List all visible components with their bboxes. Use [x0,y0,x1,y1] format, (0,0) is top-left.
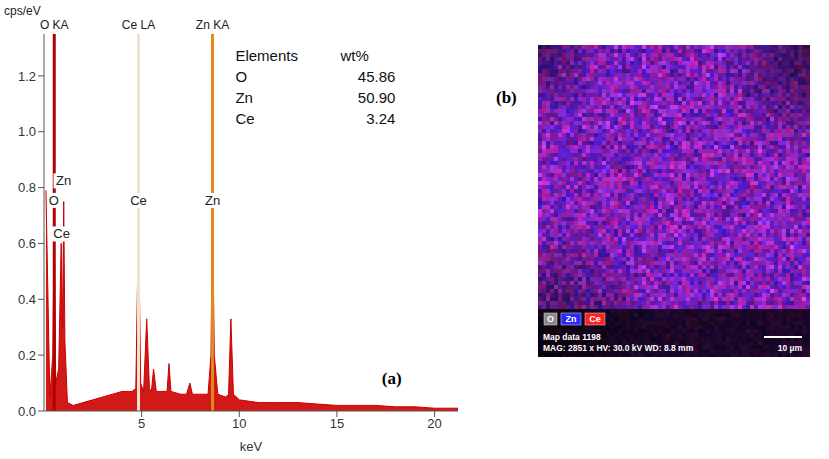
svg-text:10 µm: 10 µm [778,343,803,353]
html-text:Zn: Zn [235,89,253,107]
html-text:cps/eV: cps/eV [4,4,41,18]
svg-text:Zn: Zn [205,193,220,208]
html-text:O: O [235,68,247,86]
svg-text:Ce: Ce [130,193,147,208]
svg-text:O KA: O KA [40,18,69,32]
html-text:Ce: Ce [235,110,255,128]
svg-text:O: O [547,314,554,324]
svg-text:1.0: 1.0 [18,124,36,139]
svg-text:Map data 1198: Map data 1198 [543,332,601,342]
svg-text:1.2: 1.2 [18,69,36,84]
svg-text:0.8: 0.8 [18,180,36,195]
svg-text:Zn: Zn [56,173,71,188]
svg-text:0.4: 0.4 [18,292,36,307]
html-text:45.86: 45.86 [357,68,396,86]
svg-text:15: 15 [330,416,344,431]
svg-text:Ce LA: Ce LA [122,18,155,32]
html-text:wt%: wt% [340,47,369,65]
svg-text:20: 20 [427,416,441,431]
html-text:(a): (a) [381,369,402,389]
svg-text:0.0: 0.0 [18,404,36,419]
svg-text:O: O [49,193,59,208]
html-text:3.24: 3.24 [366,110,396,128]
html-text:50.90: 50.90 [357,89,396,107]
svg-text:Zn: Zn [566,314,577,324]
svg-text:Ce: Ce [53,226,70,241]
svg-text:0.2: 0.2 [18,348,36,363]
html-text:Elements: Elements [235,47,298,65]
svg-text:keV: keV [240,439,263,454]
svg-text:Ce: Ce [589,314,601,324]
html-text:(b): (b) [496,88,517,107]
svg-text:10: 10 [232,416,246,431]
svg-text:Zn KA: Zn KA [196,18,229,32]
svg-text:MAG: 2851 x HV: 30.0 kV WD: 8.: MAG: 2851 x HV: 30.0 kV WD: 8.8 mm [543,343,694,353]
svg-text:0.6: 0.6 [18,236,36,251]
svg-text:5: 5 [138,416,145,431]
